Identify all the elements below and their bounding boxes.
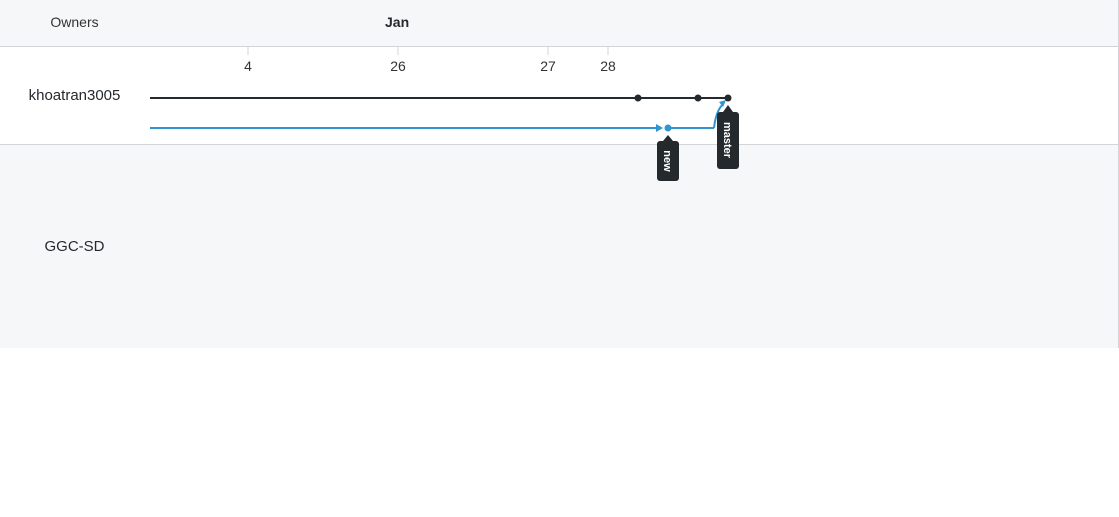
- timeline-header: Jan: [149, 0, 1119, 47]
- day-labels: 4 26 27 28: [244, 58, 616, 74]
- ref-label-new[interactable]: new: [657, 135, 679, 181]
- ref-label-master[interactable]: master: [717, 105, 739, 169]
- commit-dot[interactable]: [634, 94, 642, 102]
- owners-column: Owners khoatran3005 GGC-SD: [0, 0, 149, 348]
- owner-graph-area-ggc-sd: [149, 145, 1119, 348]
- day-label: 4: [244, 58, 252, 74]
- ref-name: new: [661, 150, 673, 172]
- owner-row-ggc-sd[interactable]: GGC-SD: [0, 145, 149, 348]
- month-label: Jan: [385, 14, 410, 30]
- network-graph: Owners khoatran3005 GGC-SD Jan 4 26 27 2…: [0, 0, 1119, 348]
- owners-header-label: Owners: [50, 14, 99, 30]
- commit-dot[interactable]: [694, 94, 702, 102]
- branch-arrow-new: [656, 124, 663, 132]
- ref-pointer: [723, 105, 733, 112]
- ref-tag: [717, 112, 739, 169]
- owner-name[interactable]: GGC-SD: [44, 238, 105, 255]
- merge-arrow: [719, 100, 726, 107]
- commit-dot[interactable]: [664, 124, 672, 132]
- commit-graph: 4 26 27 28 new master: [150, 47, 739, 181]
- ref-pointer: [663, 135, 673, 141]
- commit-dot[interactable]: [724, 94, 732, 102]
- owner-name[interactable]: khoatran3005: [28, 87, 121, 104]
- day-label: 26: [390, 58, 406, 74]
- day-label: 27: [540, 58, 556, 74]
- ref-name: master: [721, 122, 733, 159]
- owners-header: Owners: [0, 0, 149, 47]
- ref-tag: [657, 141, 679, 181]
- day-label: 28: [600, 58, 616, 74]
- day-ticks: [247, 47, 609, 55]
- owner-row-khoatran3005[interactable]: khoatran3005: [0, 47, 149, 145]
